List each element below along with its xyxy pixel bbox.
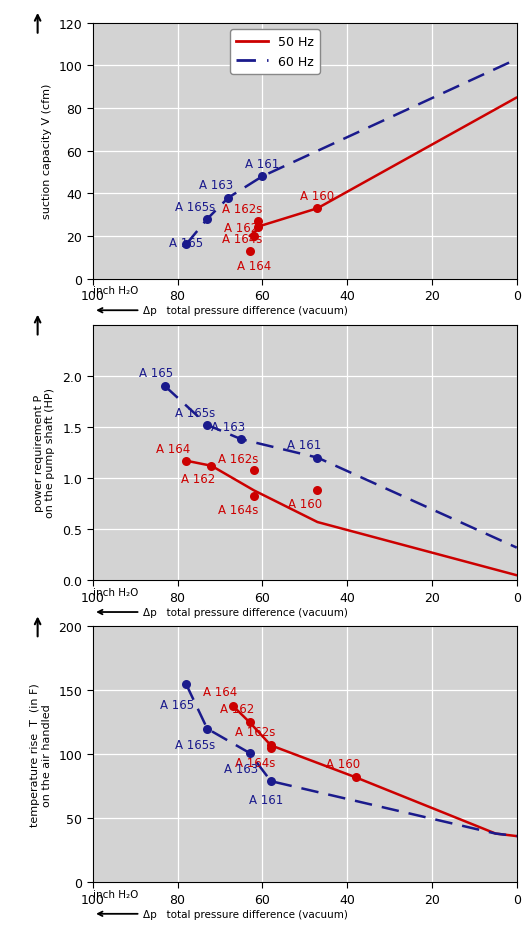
Text: A 162: A 162 (181, 472, 216, 486)
Text: A 162: A 162 (219, 702, 254, 715)
Text: A 160: A 160 (326, 757, 360, 770)
Text: A 160: A 160 (301, 189, 334, 203)
Text: A 164s: A 164s (235, 756, 275, 768)
Text: A 163: A 163 (211, 421, 245, 433)
Text: A 165s: A 165s (175, 200, 216, 213)
Text: inch H₂O: inch H₂O (93, 287, 138, 296)
Legend: 50 Hz, 60 Hz: 50 Hz, 60 Hz (230, 30, 320, 75)
Text: A 161: A 161 (245, 158, 279, 170)
Text: A 164: A 164 (202, 685, 237, 698)
Text: Δp   total pressure difference (vacuum): Δp total pressure difference (vacuum) (143, 909, 348, 919)
Text: A 161: A 161 (250, 793, 284, 805)
Text: inch H₂O: inch H₂O (93, 587, 138, 598)
Y-axis label: temperature rise  T  (in F)
on the air handled: temperature rise T (in F) on the air han… (30, 683, 51, 826)
Text: A 165s: A 165s (175, 738, 216, 751)
Text: A 163: A 163 (199, 179, 233, 192)
Y-axis label: power requirement P
on the pump shaft (HP): power requirement P on the pump shaft (H… (34, 388, 56, 518)
Text: A 165: A 165 (139, 367, 173, 380)
Text: A 162: A 162 (224, 222, 258, 234)
Text: A 164s: A 164s (222, 232, 262, 246)
Text: A 165s: A 165s (175, 407, 216, 419)
Text: Δp   total pressure difference (vacuum): Δp total pressure difference (vacuum) (143, 607, 348, 618)
Text: Δp   total pressure difference (vacuum): Δp total pressure difference (vacuum) (143, 306, 348, 316)
Text: inch H₂O: inch H₂O (93, 889, 138, 899)
Text: A 160: A 160 (288, 498, 322, 511)
Text: A 164: A 164 (237, 260, 271, 273)
Text: A 165: A 165 (161, 698, 195, 711)
Y-axis label: suction capacity V (cfm): suction capacity V (cfm) (41, 84, 51, 219)
Text: A 161: A 161 (287, 439, 322, 452)
Text: A 162s: A 162s (218, 452, 258, 466)
Text: A 162s: A 162s (222, 203, 262, 215)
Text: A 163: A 163 (224, 763, 258, 775)
Text: A 162s: A 162s (235, 724, 275, 738)
Text: A 164: A 164 (156, 442, 190, 455)
Text: A 164s: A 164s (218, 503, 258, 516)
Text: A 165: A 165 (169, 237, 203, 249)
